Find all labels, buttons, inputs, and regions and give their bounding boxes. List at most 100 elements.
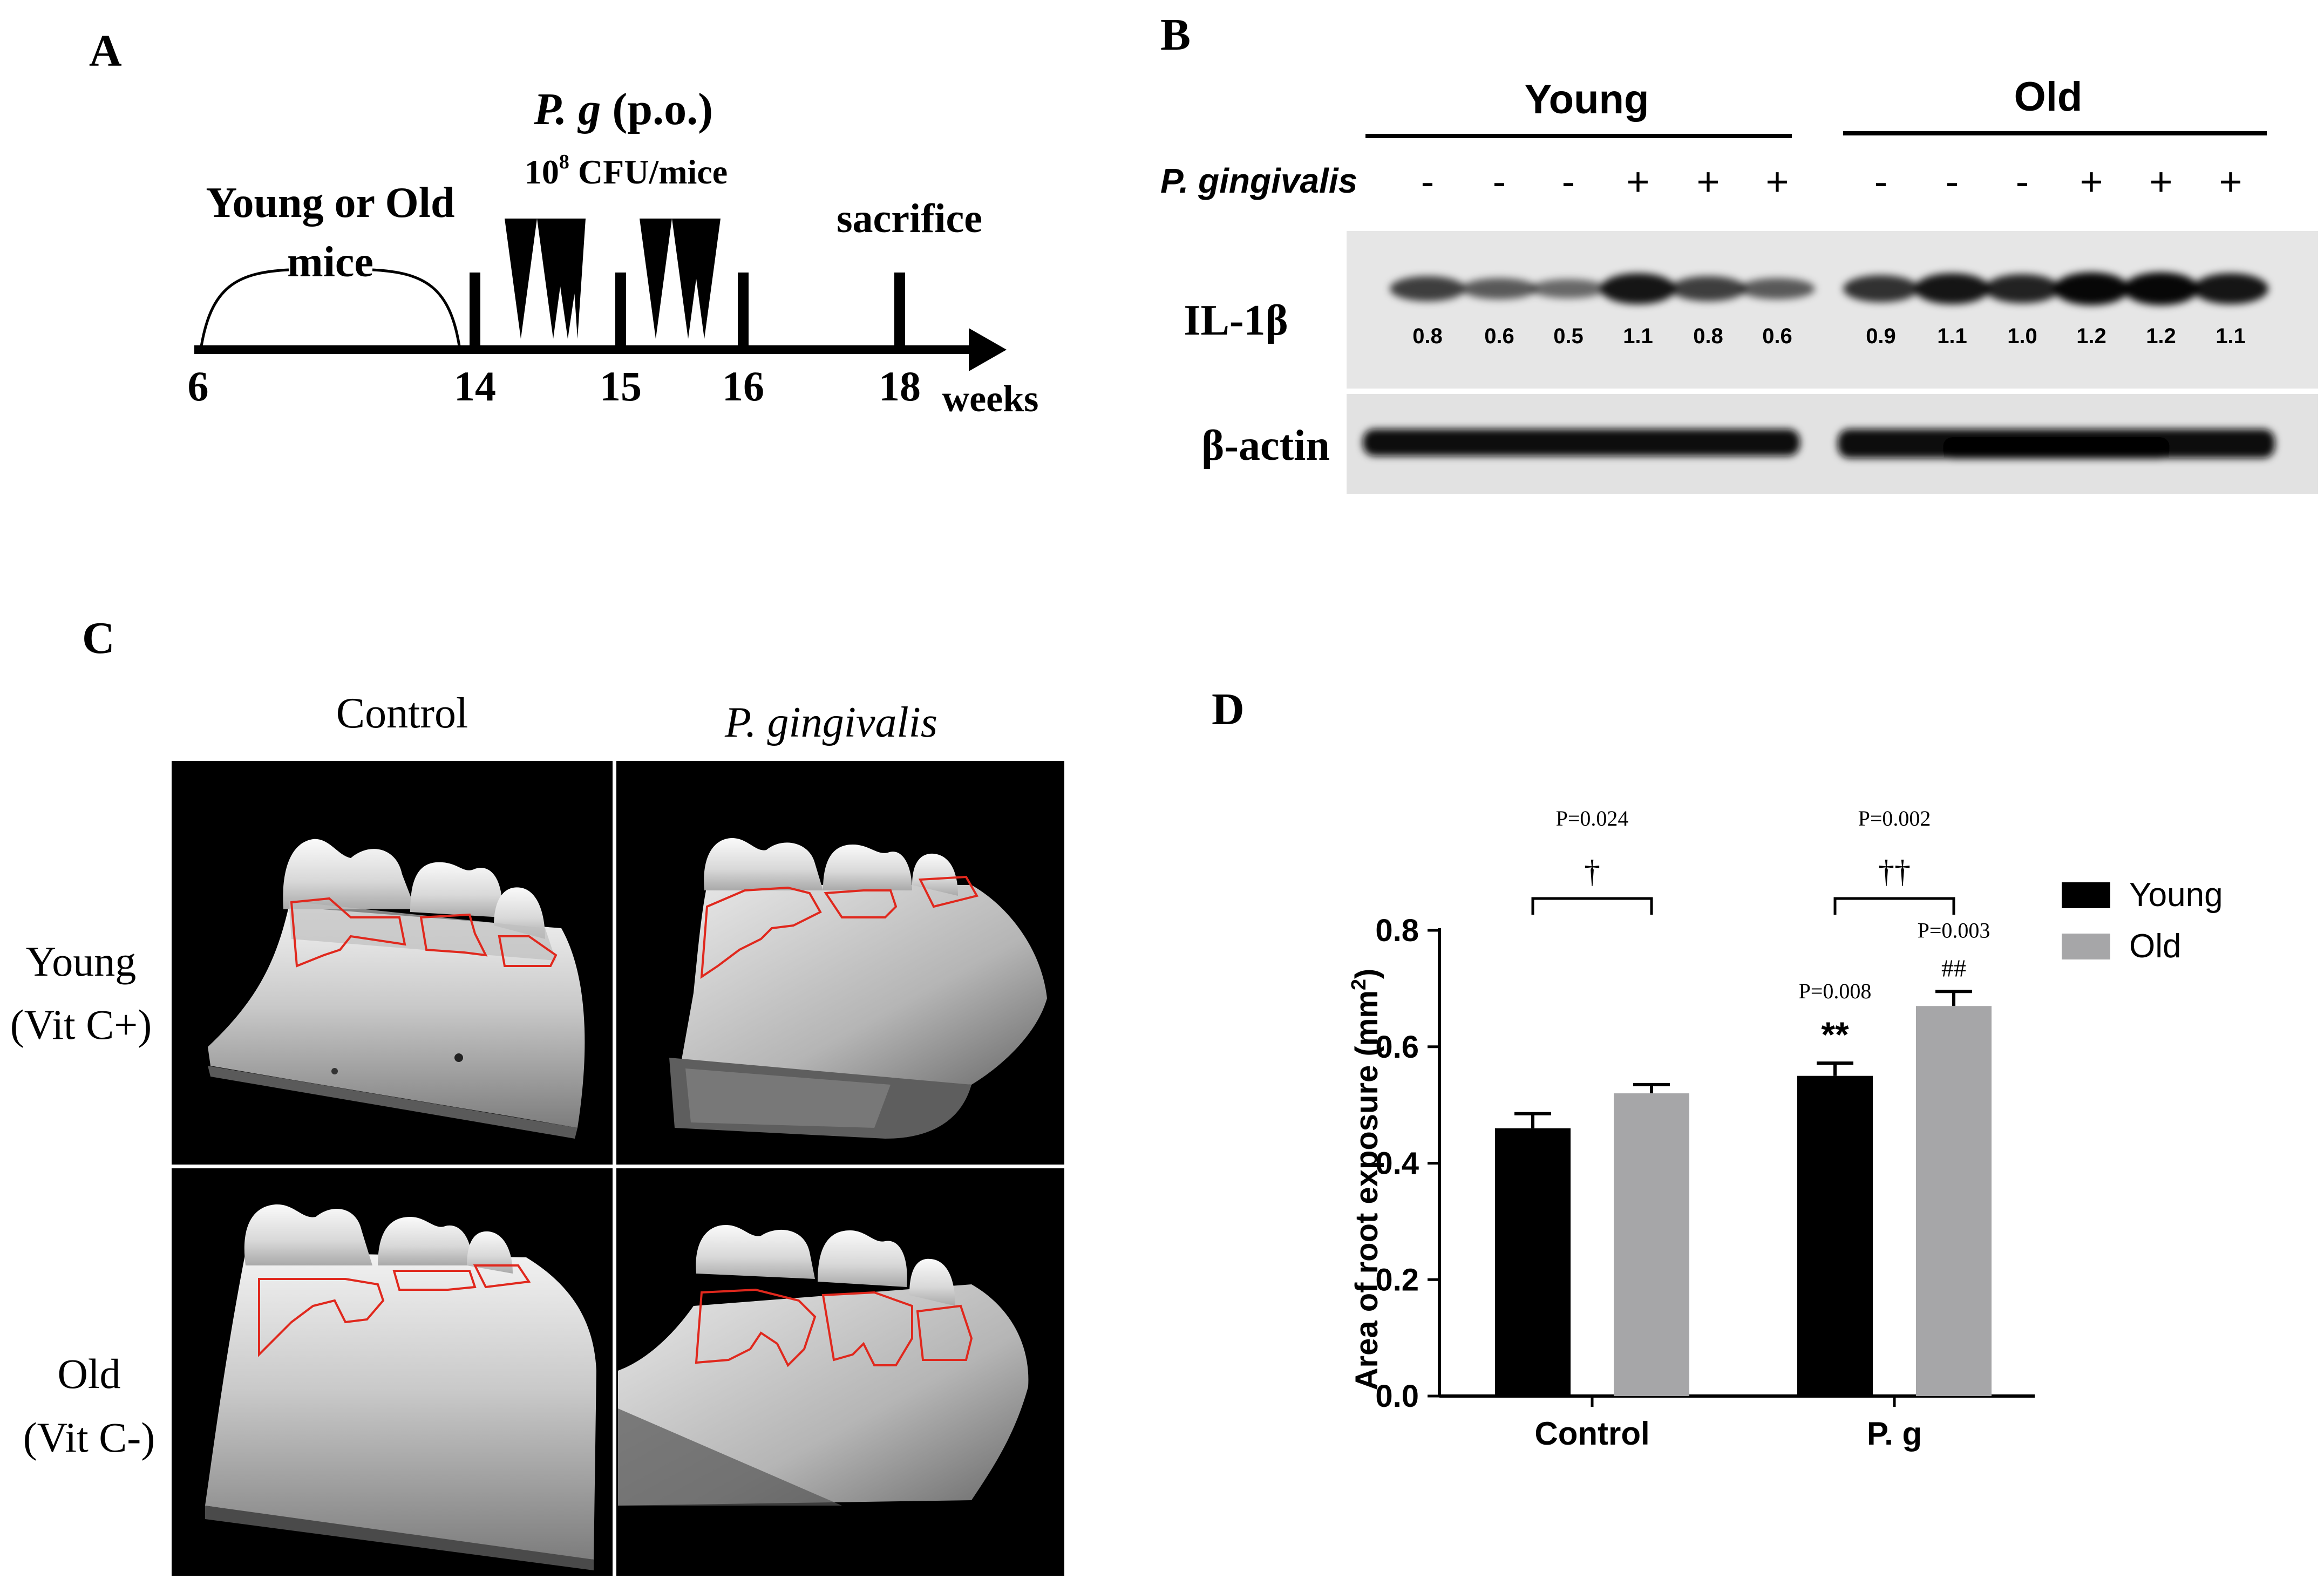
il1b-value: 1.1 [1937,324,1967,348]
treatment-sign: - [2016,159,2029,204]
il1b-values: 0.8 0.6 0.5 1.1 0.8 0.6 0.9 1.1 1.0 1.2 1.2 1.1 [1412,324,2246,348]
tick-16 [738,273,749,350]
panel-c-letter: C [82,613,115,663]
panel-d-letter: D [1212,684,1245,734]
significance-mark: † [1584,854,1600,889]
bracket-right [372,268,461,350]
y-axis-label: Area of root exposure (mm2) [1348,969,1384,1391]
treatment-sign: - [1493,159,1506,204]
group-label-line2: mice [287,239,373,286]
legend-label: Old [2129,928,2181,965]
column-label-control: Control [336,690,468,737]
row-label-old-vit: (Vit C-) [23,1414,155,1461]
tick-label-6: 6 [188,363,209,410]
il1b-band [1843,275,1919,303]
old-sig-mark: ## [1941,954,1966,982]
panel-d: D 0.0 0.2 0.4 0.6 0.8 Area of root exposure (… [1212,684,2223,1452]
il1b-value: 0.8 [1693,324,1723,348]
il1b-band [1600,273,1676,304]
microct-grid [172,761,1064,1576]
treatment-sign: + [2080,159,2103,204]
legend-swatch [2062,934,2110,959]
microct-young-control [172,761,613,1165]
il1b-band [2054,272,2129,305]
timeline-arrowhead [969,328,1007,371]
microct-old-pg [616,1168,1064,1576]
treatment-sign: - [1946,159,1959,204]
young-sig-mark: ** [1821,1015,1849,1054]
row-label-young-vit: (Vit C+) [10,1001,152,1048]
il1b-band [1739,278,1815,299]
legend-label: Young [2129,876,2223,914]
old-p-value: P=0.003 [1918,918,1990,942]
bar [1797,1076,1873,1396]
treatment-sign: + [1626,159,1649,204]
p-value-label: P=0.024 [1556,806,1629,831]
pg-label: P. g (p.o.) [533,84,713,134]
y-tick-label: 0.8 [1375,913,1419,948]
il1b-band [1531,279,1606,298]
il1b-band [1462,278,1537,299]
il1b-value: 1.1 [1623,324,1653,348]
y-tick-label: 0.4 [1375,1146,1419,1181]
y-tick-label: 0.6 [1375,1030,1419,1065]
treatment-sign: + [2219,159,2242,204]
il1b-band [1670,276,1746,302]
il1b-value: 1.1 [2216,324,2246,348]
panel-b-letter: B [1160,10,1191,60]
tick-15 [615,273,626,350]
il1b-band [2193,273,2268,304]
bar [1916,1006,1992,1396]
gavage-triangles-week14 [505,219,586,339]
il1b-value: 1.2 [2076,324,2106,348]
il1b-value: 1.0 [2007,324,2037,348]
x-tick-label: Control [1534,1415,1649,1452]
treatment-sign: + [1765,159,1789,204]
il1b-label: IL-1β [1184,297,1288,344]
il1b-value: 0.6 [1762,324,1792,348]
il1b-band [1985,274,2060,303]
unit-label: weeks [942,378,1039,420]
group-label-line1: Young or Old [206,179,455,227]
tick-label-15: 15 [600,363,642,410]
group-old-label: Old [2014,74,2083,120]
significance-bracket [1833,897,1955,915]
tick-14 [470,273,480,350]
treatment-sign: + [2149,159,2172,204]
row-label-young: Young [26,938,137,985]
actin-label: β-actin [1201,422,1330,469]
young-p-value: P=0.008 [1799,979,1872,1003]
il1b-blot [1347,231,2318,389]
legend-swatch [2062,882,2110,908]
column-label-pg: P. gingivalis [724,699,937,746]
root-exposure-chart: 0.0 0.2 0.4 0.6 0.8 Area of root exposure (mm… [1348,806,2223,1452]
il1b-band [2123,272,2199,305]
p-value-label: P=0.002 [1858,806,1931,831]
panel-a-letter: A [89,26,122,76]
gavage-triangles-week15 [640,219,721,339]
il1b-band [1914,273,1990,304]
panel-a: A P. g (p.o.) 108 CFU/mice Young or Old … [89,26,1038,420]
sacrifice-label: sacrifice [837,196,982,241]
significance-bracket [1531,897,1653,915]
il1b-value: 0.6 [1484,324,1514,348]
il1b-band [1390,276,1465,302]
panel-b: B Young Old P. gingivalis - - - + + + - - - + + + 0… [1160,10,2318,494]
significance-mark: †† [1878,854,1911,889]
actin-bands [1363,429,2275,459]
tick-label-18: 18 [879,363,921,410]
tick-label-14: 14 [454,363,496,410]
il1b-value: 0.8 [1412,324,1443,348]
il1b-value: 0.5 [1553,324,1584,348]
microct-old-control [172,1168,613,1576]
treatment-sign: + [1696,159,1720,204]
treatment-sign: - [1562,159,1575,204]
tick-18 [894,273,905,350]
bar [1495,1128,1571,1396]
group-young-label: Young [1525,77,1649,122]
bar [1614,1093,1689,1396]
il1b-bands [1390,272,2268,305]
treatment-label: P. gingivalis [1160,161,1357,200]
panel-c: C Control P. gingivalis Young (Vit C+) O… [10,613,1064,1576]
